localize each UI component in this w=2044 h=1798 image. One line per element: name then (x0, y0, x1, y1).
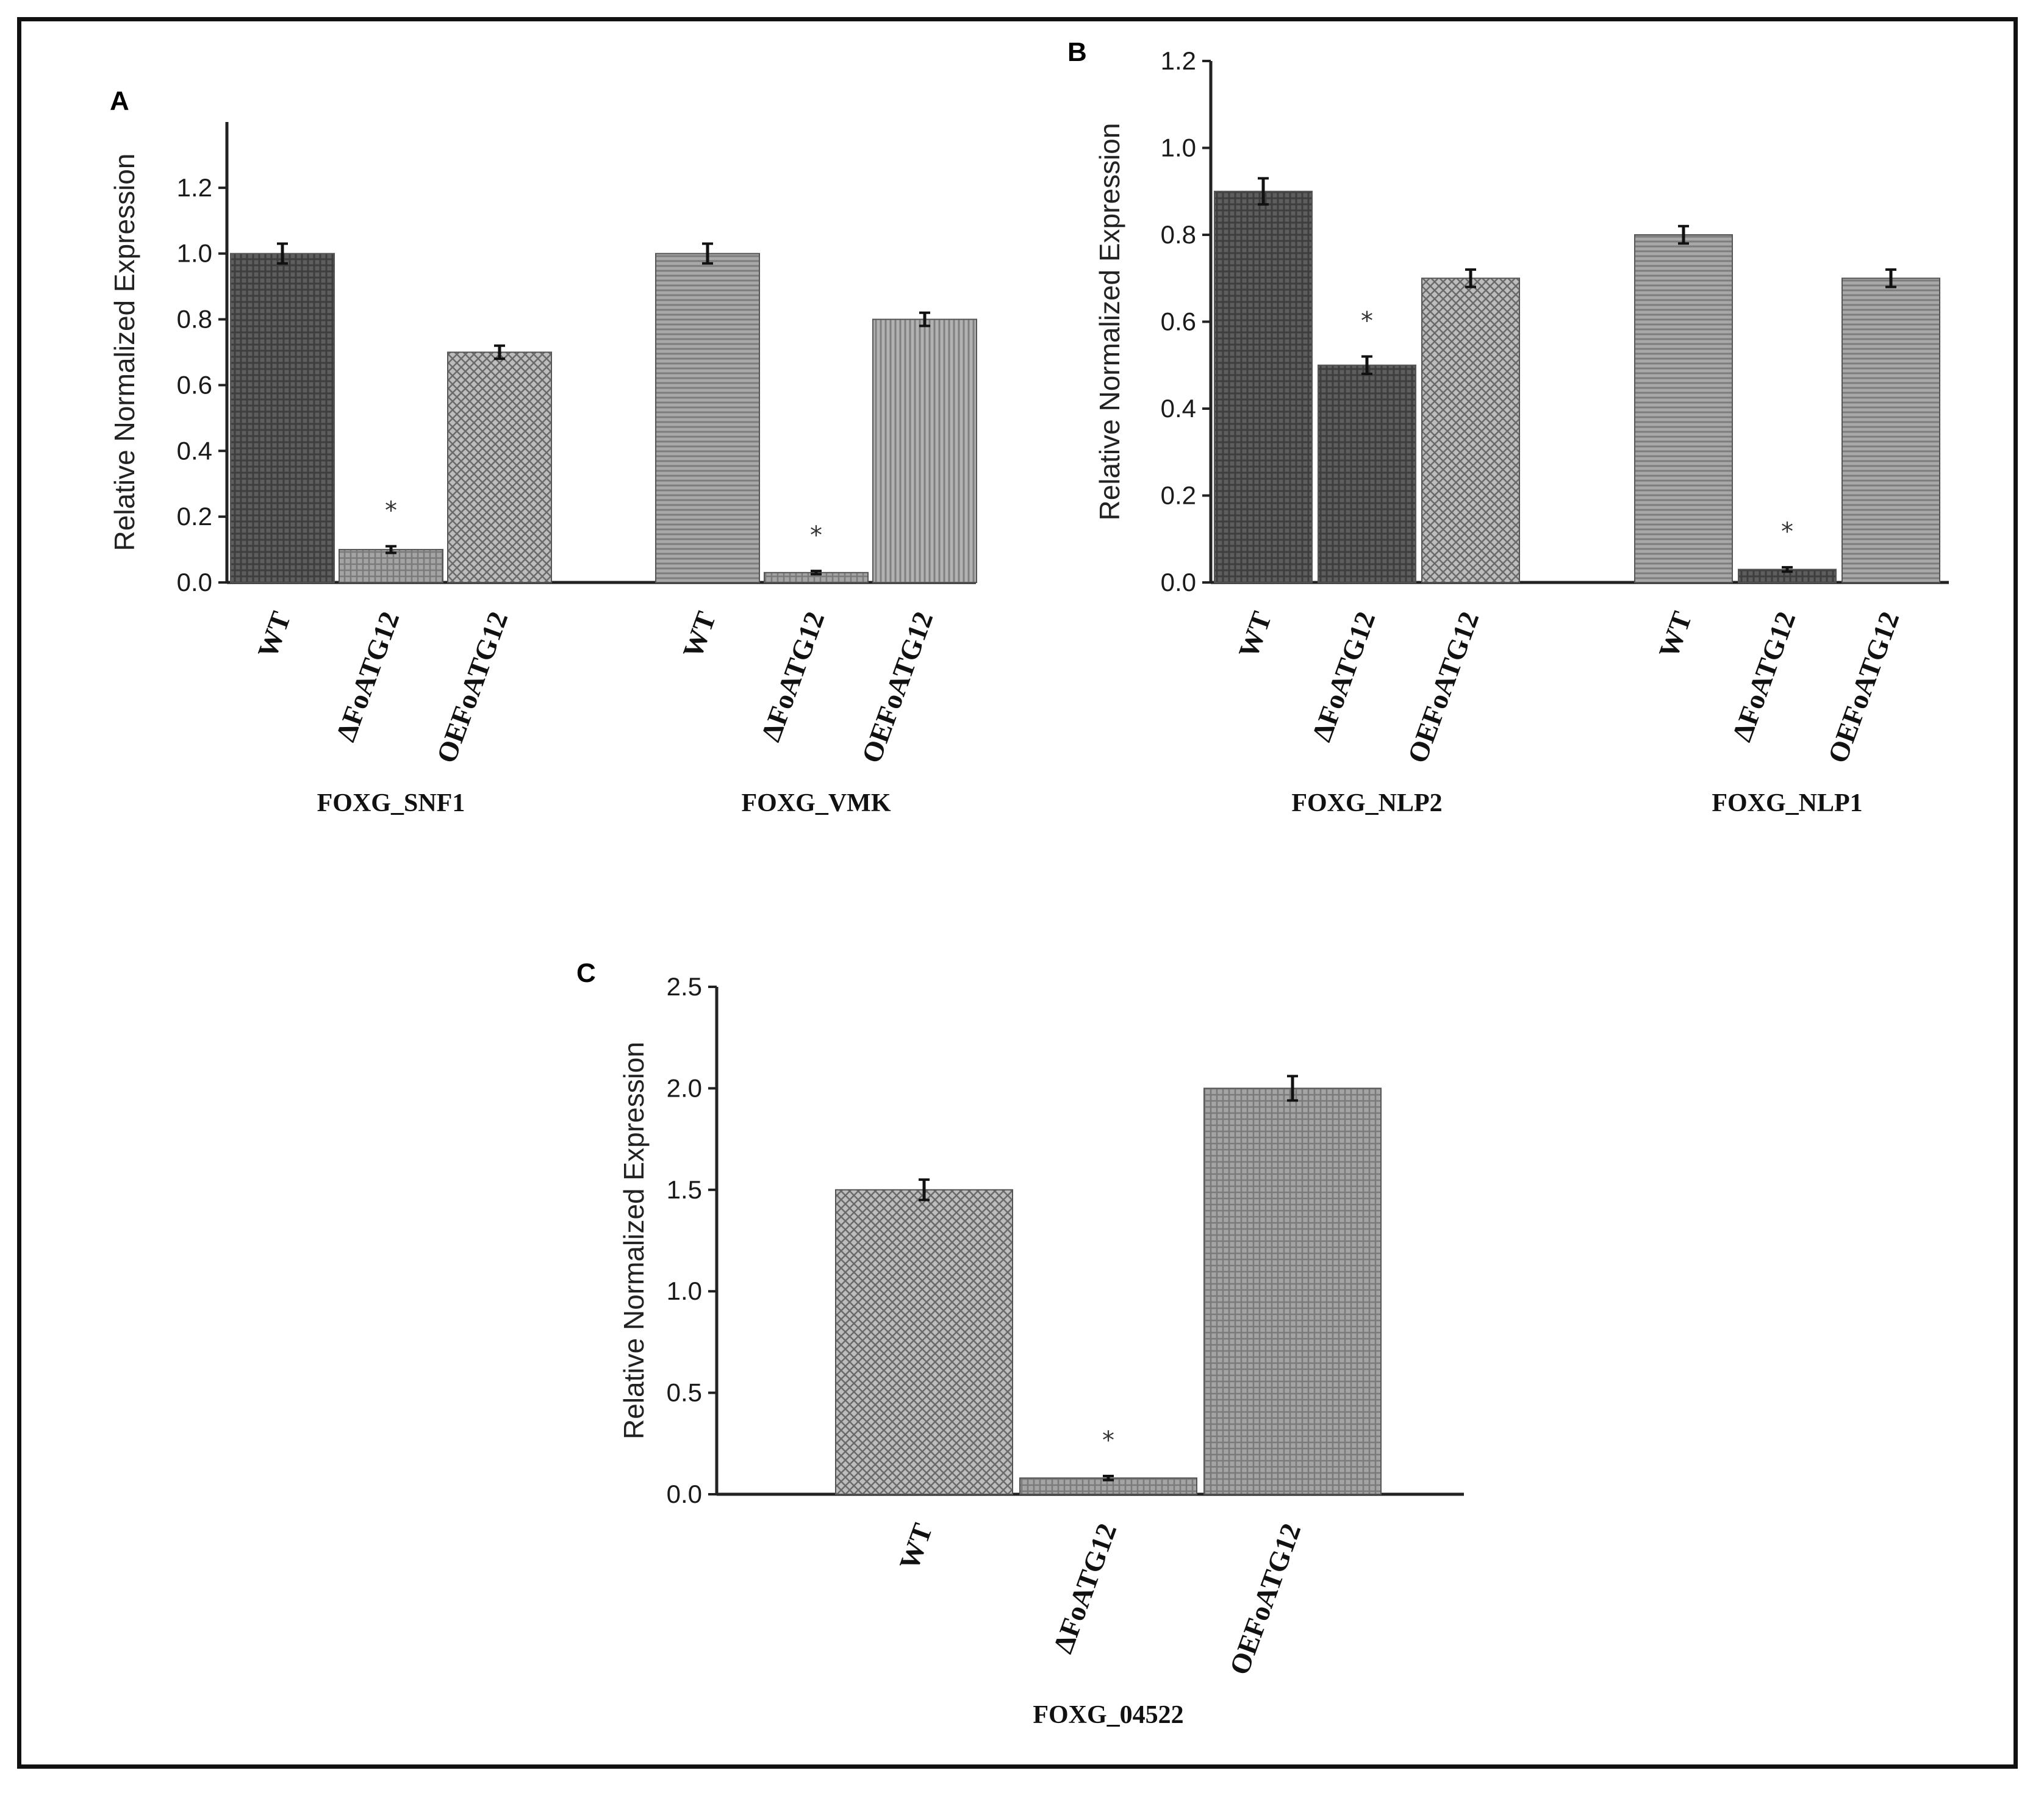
y-tick-label: 1.0 (177, 239, 212, 268)
x-tick-label: OEFoATG12 (1822, 607, 1906, 767)
y-tick-label: 0.6 (1161, 307, 1196, 336)
y-axis-label: Relative Normalized Expression (618, 1042, 650, 1439)
y-tick-label: 0.8 (1161, 220, 1196, 249)
group-label: FOXG_04522 (1033, 1701, 1183, 1729)
significance-star: * (1361, 307, 1373, 335)
y-tick-label: 0.0 (667, 1480, 702, 1508)
x-tick-label: WT (1652, 607, 1698, 662)
x-tick-label: ΔFoATG12 (755, 607, 830, 745)
y-tick-label: 1.2 (177, 173, 212, 202)
bar (1421, 278, 1520, 583)
y-tick-label: 0.5 (667, 1378, 702, 1407)
x-tick-label: OEFoATG12 (431, 607, 514, 767)
group-label: FOXG_VMK (742, 789, 891, 817)
y-tick-label: 0.6 (177, 370, 212, 399)
y-tick-label: 0.0 (1161, 568, 1196, 596)
panel-label: B (1067, 37, 1087, 67)
group-label: FOXG_NLP2 (1291, 789, 1442, 817)
x-tick-label: OEFoATG12 (1402, 607, 1485, 767)
bar (1841, 278, 1940, 583)
bar (1318, 364, 1416, 583)
y-tick-label: 2.0 (667, 1073, 702, 1102)
panel-c-chart: C 0.0 0.5 1.0 1.5 2.0 2.5 Relative Normalized E… (576, 958, 1464, 1729)
x-tick-label: OEFoATG12 (1224, 1519, 1307, 1679)
bar (835, 1189, 1013, 1495)
group-label: FOXG_NLP1 (1712, 789, 1862, 817)
bar (447, 351, 552, 583)
y-tick-label: 0.4 (1161, 394, 1196, 423)
x-tick-label: WT (676, 607, 722, 662)
bar (1634, 234, 1733, 583)
significance-star: * (1781, 518, 1793, 546)
significance-star: * (1102, 1427, 1114, 1455)
y-tick-label: 0.8 (177, 305, 212, 334)
y-axis-label: Relative Normalized Expression (1094, 123, 1125, 521)
bar (655, 253, 760, 583)
x-tick-label: WT (893, 1519, 938, 1574)
x-tick-label: OEFoATG12 (856, 607, 939, 767)
y-tick-label: 2.5 (667, 972, 702, 1001)
x-tick-label: WT (251, 607, 296, 662)
panel-label: A (110, 86, 129, 116)
y-tick-label: 0.2 (1161, 481, 1196, 510)
panel-label: C (576, 958, 596, 988)
x-tick-label: ΔFoATG12 (1047, 1519, 1122, 1657)
y-tick-label: 1.0 (667, 1277, 702, 1305)
bar (230, 253, 335, 583)
bar (1214, 190, 1313, 583)
bar (872, 318, 977, 583)
x-tick-label: ΔFoATG12 (1726, 607, 1801, 745)
y-tick-label: 1.2 (1161, 46, 1196, 75)
significance-star: * (810, 521, 822, 550)
y-axis-label: Relative Normalized Expression (109, 154, 140, 551)
group-label: FOXG_SNF1 (317, 789, 465, 817)
y-tick-label: 1.5 (667, 1175, 702, 1204)
significance-star: * (385, 497, 397, 525)
x-tick-label: ΔFoATG12 (329, 607, 405, 745)
y-tick-label: 0.0 (177, 568, 212, 596)
y-tick-label: 0.2 (177, 502, 212, 531)
x-tick-label: ΔFoATG12 (1305, 607, 1381, 745)
bar (1203, 1087, 1382, 1495)
panel-b-chart: B 0.0 0.2 0.4 0.6 0.8 1.0 1.2 Relative Normalize… (1067, 37, 1949, 817)
y-tick-label: 1.0 (1161, 134, 1196, 162)
x-tick-label: WT (1232, 607, 1277, 662)
y-tick-label: 0.4 (177, 436, 212, 465)
panel-a-chart: A 0.0 0.2 0.4 0.6 0.8 1.0 1.2 Relative Normalize… (109, 86, 977, 817)
bar (339, 549, 443, 583)
